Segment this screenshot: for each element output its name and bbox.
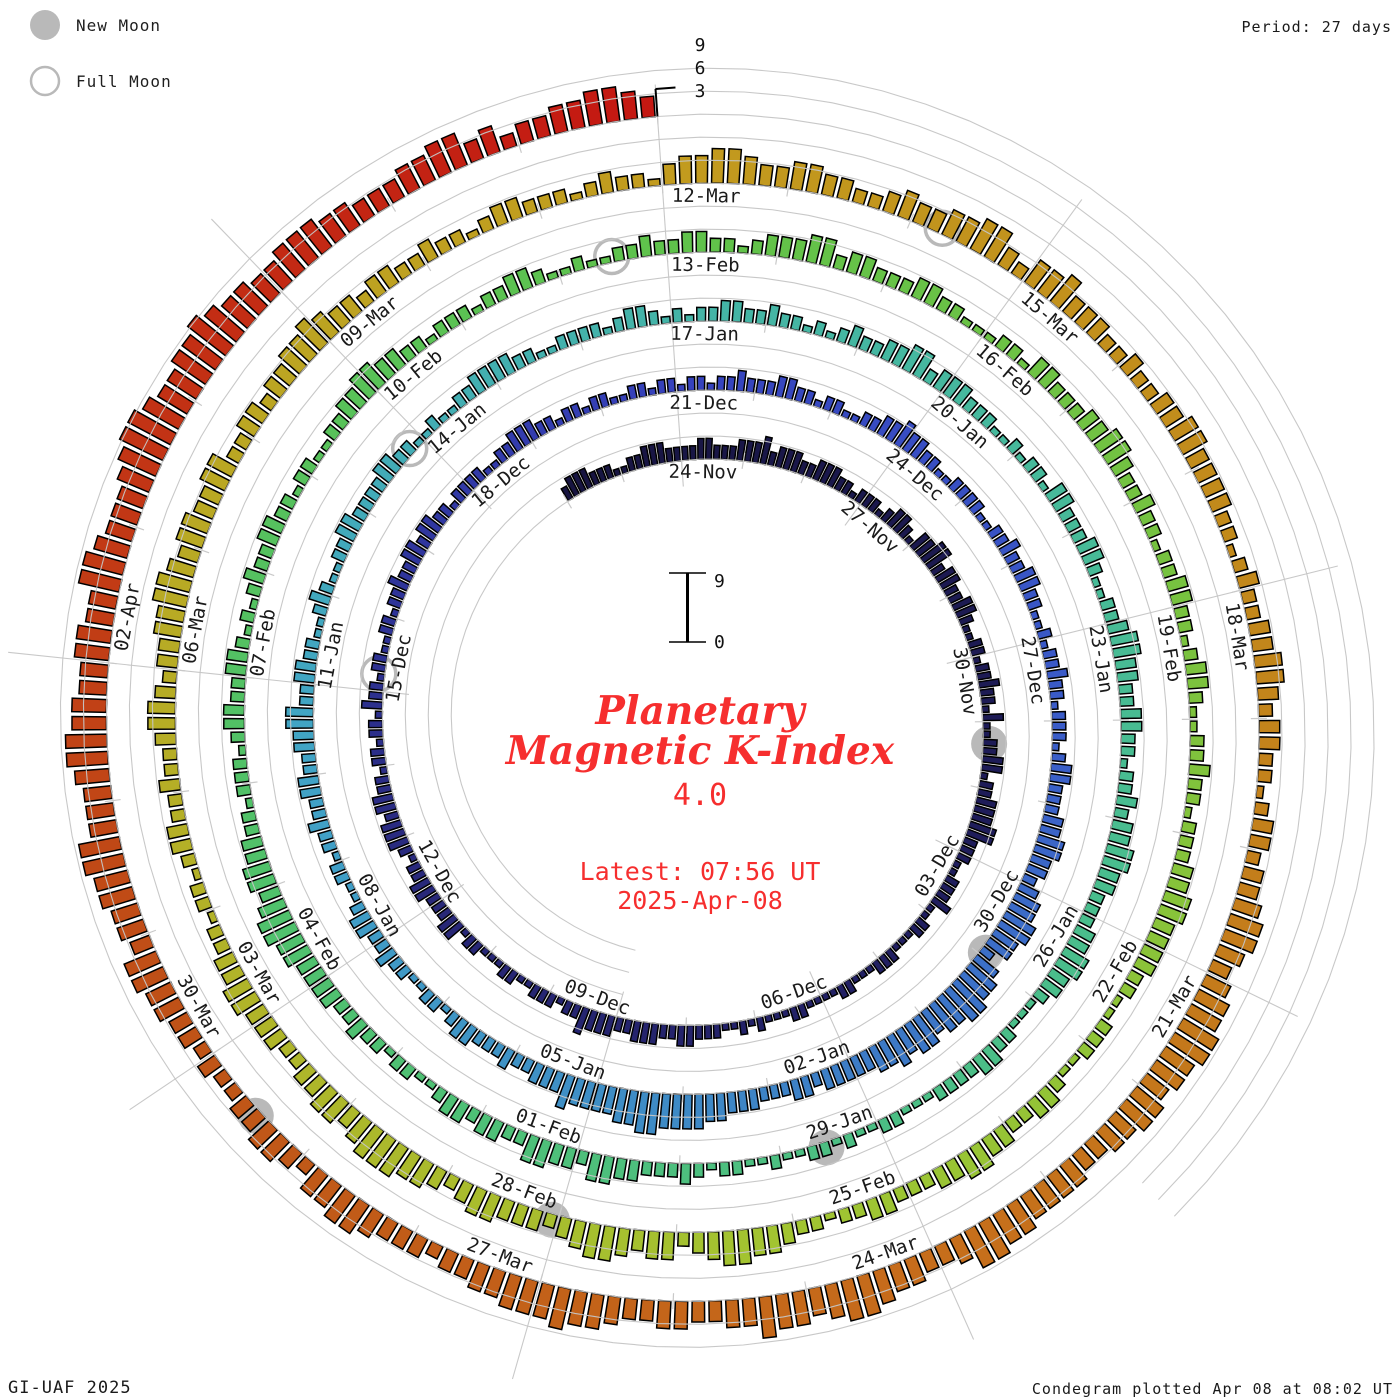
period-label: Period: 27 days: [1241, 18, 1392, 36]
center-scale-min: 0: [714, 632, 725, 653]
date-label: 02-Apr: [110, 581, 144, 653]
latest-date: 2025-Apr-08: [617, 886, 783, 915]
latest-time: Latest: 07:56 UT: [579, 857, 821, 886]
date-label: 12-Mar: [672, 185, 741, 208]
svg-text:6: 6: [695, 58, 706, 79]
svg-text:3: 3: [695, 81, 706, 102]
chart-title-line2: Magnetic K-Index: [505, 728, 895, 774]
k-axis-labels: 369: [695, 35, 706, 102]
legend-new-moon: New Moon: [28, 8, 172, 42]
grid-arcs: [59, 67, 1375, 1348]
chart-title-line1: Planetary: [595, 688, 805, 734]
date-label: 23-Jan: [1084, 623, 1117, 694]
current-k-value: 4.0: [672, 778, 728, 813]
center-k-scale: [669, 572, 706, 643]
date-label: 17-Jan: [670, 323, 739, 346]
moon-legend: New Moon Full Moon: [28, 8, 172, 98]
day-ticks: [100, 108, 1267, 1310]
legend-full-moon: Full Moon: [28, 64, 172, 98]
center-scale-max: 9: [714, 571, 725, 592]
source-credit: GI-UAF 2025: [8, 1378, 132, 1398]
full-moon-icon: [29, 65, 61, 97]
date-label: 13-Feb: [671, 254, 740, 277]
full-moon-label: Full Moon: [76, 71, 172, 91]
date-label: 21-Dec: [669, 392, 738, 415]
new-moon-icon: [30, 10, 60, 40]
date-label: 24-Nov: [668, 461, 737, 484]
plot-timestamp: Condegram plotted Apr 08 at 08:02 UT: [1031, 1380, 1393, 1398]
end-axis: [654, 86, 676, 117]
new-moon-label: New Moon: [76, 15, 162, 35]
grid-spokes: [8, 84, 1338, 1380]
svg-text:9: 9: [695, 35, 706, 56]
